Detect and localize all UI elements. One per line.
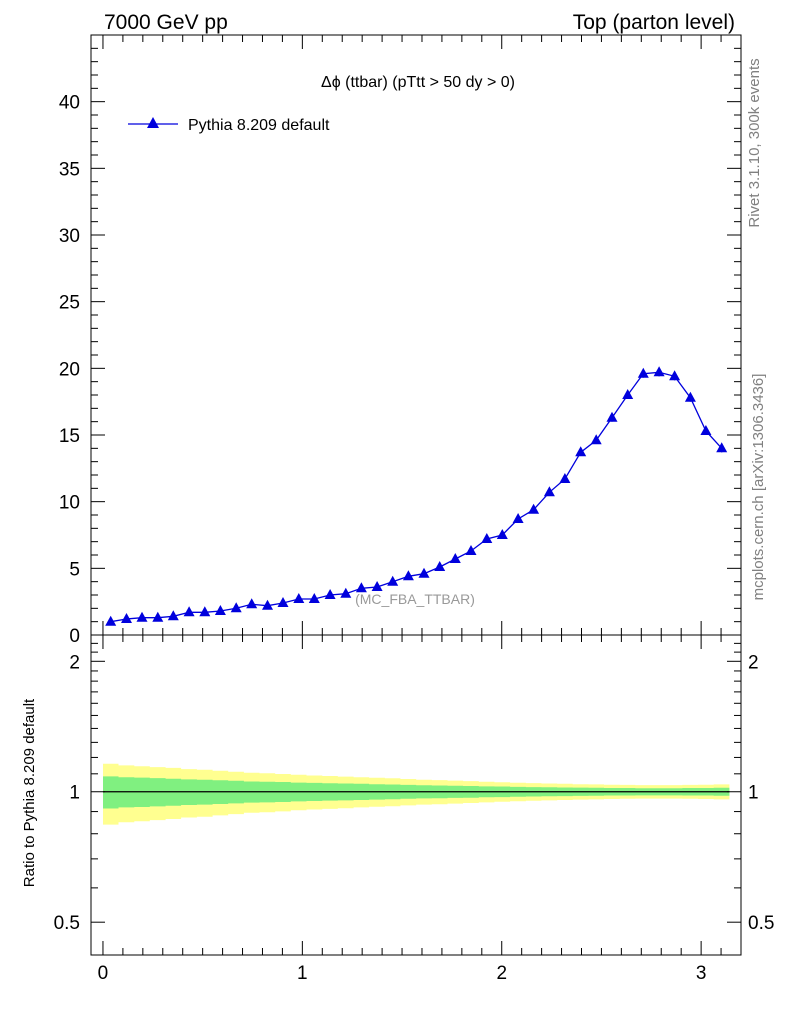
data-point [246, 598, 258, 609]
legend-triangle-icon [147, 117, 159, 128]
data-point [590, 434, 602, 445]
data-point [340, 587, 352, 598]
data-point [308, 593, 320, 603]
data-point [512, 513, 524, 523]
analysis-label: (MC_FBA_TTBAR) [355, 591, 475, 607]
data-point [230, 602, 242, 613]
data-point [121, 613, 132, 623]
mcplots-label: mcplots.cern.ch [arXiv:1306.3436] [750, 374, 767, 601]
data-point [684, 391, 696, 402]
y-tick-label: 35 [59, 159, 80, 180]
header-left: 7000 GeV pp [104, 11, 228, 34]
x-tick-label: 3 [696, 963, 707, 984]
rivet-label: Rivet 3.1.10, 300k events [746, 58, 763, 227]
y-tick-label: 25 [59, 293, 80, 314]
ratio-bands [103, 763, 730, 825]
data-point [637, 367, 649, 378]
data-point [199, 606, 211, 617]
data-point [167, 610, 179, 621]
y-tick-label: 40 [59, 93, 80, 114]
y-tick-label: 30 [59, 226, 80, 247]
main-panel: 0 5 10 15 20 25 30 35 40 Δϕ (ttbar) (pTtt > 50 d… [59, 34, 742, 647]
data-point [700, 425, 712, 435]
y-tick-label: 20 [59, 359, 80, 380]
data-point [324, 589, 336, 599]
ratio-y-axis: 0.5 0.5 1 1 2 2 [54, 642, 774, 934]
data-point [653, 366, 665, 377]
x-tick-label: 0 [98, 963, 109, 984]
series-pythia [105, 366, 728, 626]
data-point [575, 446, 587, 457]
data-point [355, 582, 367, 593]
data-point [293, 593, 305, 603]
data-point [387, 575, 399, 586]
data-point [559, 473, 571, 483]
main-y-axis: 0 5 10 15 20 25 30 35 40 [59, 47, 741, 647]
ratio-frame [90, 634, 742, 956]
data-point [136, 611, 148, 622]
ratio-y-tick-label: 2 [69, 652, 80, 673]
data-point [496, 529, 508, 539]
data-point [543, 486, 555, 497]
ratio-y-tick-label-right: 0.5 [748, 913, 774, 934]
ratio-y-tick-label: 0.5 [54, 913, 80, 934]
data-point [434, 561, 446, 571]
data-point [465, 545, 477, 555]
ratio-inner-band [103, 776, 730, 809]
data-point [606, 411, 618, 422]
data-point [371, 581, 383, 591]
ratio-panel: 0.5 0.5 1 1 2 2 0 1 2 3 Ratio to Pythia 8.209 de… [21, 634, 774, 984]
y-tick-label: 15 [59, 426, 80, 447]
data-point [214, 605, 226, 615]
ratio-x-axis: 0 1 2 3 [98, 635, 742, 984]
data-point [183, 606, 195, 617]
data-point [402, 570, 414, 581]
header-right: Top (parton level) [573, 11, 735, 34]
data-point [622, 389, 634, 399]
series-line [110, 371, 723, 623]
legend-label: Pythia 8.209 default [188, 117, 330, 134]
chart-title: Δϕ (ttbar) (pTtt > 50 dy > 0) [321, 74, 515, 91]
ratio-y-tick-label-right: 2 [748, 652, 759, 673]
y-tick-label: 10 [59, 493, 80, 514]
x-tick-label: 2 [496, 963, 507, 984]
data-point [105, 615, 117, 626]
ratio-y-tick-label-right: 1 [748, 783, 759, 804]
data-point [528, 503, 540, 514]
data-point [152, 611, 164, 622]
data-point [669, 370, 681, 381]
main-x-axis [102, 35, 742, 635]
legend: Pythia 8.209 default [128, 117, 330, 134]
data-point [481, 533, 493, 543]
ratio-y-tick-label: 1 [69, 783, 80, 804]
data-point [277, 597, 289, 607]
y-tick-label: 0 [69, 626, 80, 647]
data-point [262, 599, 273, 610]
x-tick-label: 1 [297, 963, 308, 984]
ratio-ylabel: Ratio to Pythia 8.209 default [21, 698, 38, 887]
y-tick-label: 5 [69, 559, 80, 580]
data-point [449, 553, 461, 563]
data-point [716, 442, 728, 453]
data-point [418, 567, 430, 578]
